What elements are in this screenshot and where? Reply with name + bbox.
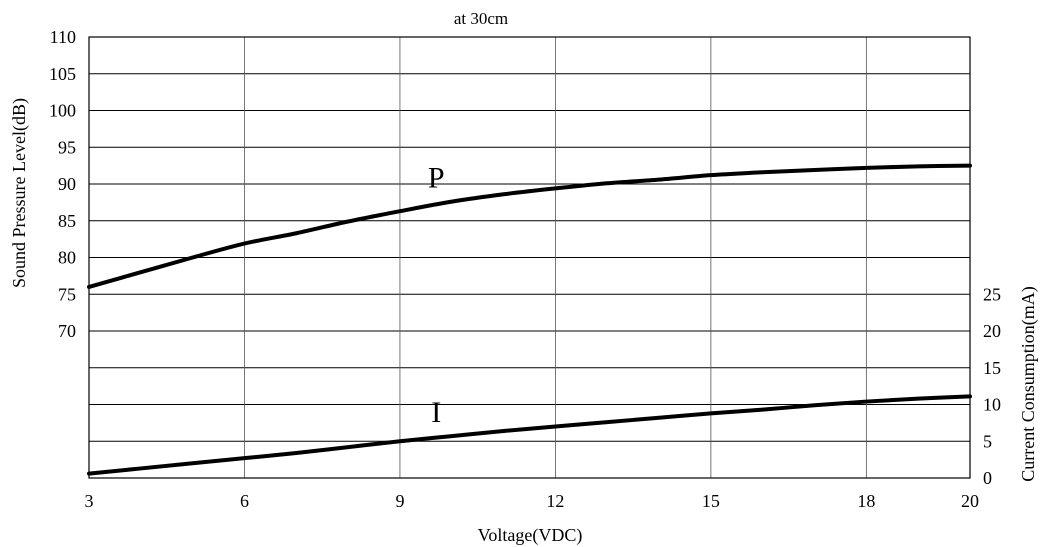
plot-frame — [88, 36, 971, 479]
series-line-p — [87, 163, 972, 289]
y-left-tick-label: 110 — [50, 27, 76, 47]
y-left-tick-label: 75 — [58, 284, 76, 304]
x-tick-label: 6 — [240, 491, 249, 511]
x-tick-label: 20 — [961, 491, 979, 511]
x-tick-label: 15 — [702, 491, 720, 511]
y-right-tick-label: 25 — [983, 284, 1001, 304]
y-left-tick-label: 105 — [49, 64, 76, 84]
y-left-tick-label: 100 — [49, 101, 76, 121]
y-axis-right-label: Current Consumption(mA) — [1018, 286, 1039, 482]
x-tick-label: 3 — [85, 491, 94, 511]
y-left-tick-label: 90 — [58, 174, 76, 194]
grid — [89, 37, 970, 478]
y-right-tick-label: 0 — [983, 468, 992, 488]
y-right-tick-label: 20 — [983, 321, 1001, 341]
series-label-i: I — [431, 396, 441, 429]
x-axis-ticks: 3 6 9 12 15 18 20 — [85, 491, 980, 511]
y-right-tick-label: 10 — [983, 395, 1001, 415]
y-axis-right-ticks: 0 5 10 15 20 25 — [983, 284, 1001, 488]
chart-title: at 30cm — [454, 9, 508, 28]
y-left-tick-label: 85 — [58, 211, 76, 231]
y-left-tick-label: 70 — [58, 321, 76, 341]
y-axis-left-ticks: 70 75 80 85 90 95 100 105 110 — [49, 27, 76, 341]
y-left-tick-label: 80 — [58, 248, 76, 268]
series-layer: PI — [87, 162, 972, 476]
x-tick-label: 18 — [857, 491, 875, 511]
x-axis-label: Voltage(VDC) — [478, 525, 583, 546]
x-tick-label: 12 — [546, 491, 564, 511]
series-line-i — [87, 394, 972, 476]
y-right-tick-label: 5 — [983, 431, 992, 451]
y-axis-left-label: Sound Pressure Level(dB) — [9, 98, 30, 288]
y-left-tick-label: 95 — [58, 137, 76, 157]
x-tick-label: 9 — [395, 491, 404, 511]
y-right-tick-label: 15 — [983, 358, 1001, 378]
series-label-p: P — [428, 162, 445, 195]
